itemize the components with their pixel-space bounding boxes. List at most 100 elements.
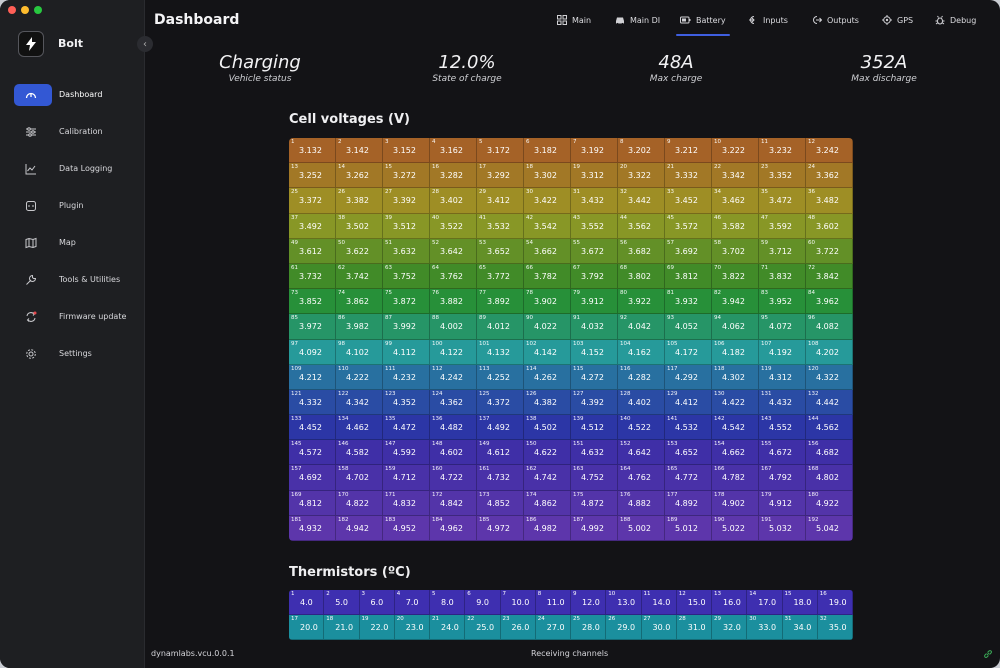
cell-voltage-cell: 50 3.622: [336, 238, 383, 264]
cell-voltage-value: 3.922: [628, 297, 651, 307]
cell-index: 81: [667, 290, 674, 297]
cell-voltage-cell: 160 4.722: [430, 465, 477, 491]
thermistor-value: 18.0: [793, 598, 812, 607]
cell-voltage-value: 4.732: [487, 473, 510, 483]
cell-voltage-cell: 131 4.432: [759, 389, 806, 416]
cell-index: 53: [479, 239, 486, 246]
cell-index: 114: [526, 365, 537, 372]
sidebar-item-map[interactable]: Map: [14, 232, 136, 254]
cell-voltage-value: 4.322: [816, 372, 839, 382]
cell-index: 162: [526, 466, 537, 473]
cell-voltage-cell: 180 4.922: [806, 490, 853, 516]
cell-voltage-cell: 169 4.812: [289, 490, 336, 516]
cell-voltage-cell: 60 3.722: [806, 238, 853, 264]
collapse-sidebar-button[interactable]: ‹: [137, 36, 153, 52]
cell-voltage-cell: 157 4.692: [289, 465, 336, 491]
sidebar-item-plugin[interactable]: Plugin: [14, 195, 136, 217]
cell-voltage-value: 3.392: [393, 196, 416, 206]
cell-voltage-cell: 45 3.572: [665, 213, 712, 239]
cell-index: 70: [714, 264, 721, 271]
cell-index: 29: [479, 189, 486, 196]
state-of-charge-stat: 12.0% State of charge: [407, 52, 527, 84]
sidebar-item-data-logging[interactable]: Data Logging: [14, 158, 136, 180]
cell-voltage-cell: 100 4.122: [430, 339, 477, 365]
sidebar-item-firmware-update[interactable]: Firmware update: [14, 306, 136, 328]
cell-voltage-value: 3.732: [299, 271, 322, 281]
cell-voltage-cell: 161 4.732: [477, 465, 524, 491]
cell-voltage-cell: 142 4.542: [712, 415, 759, 441]
cell-voltage-cell: 134 4.462: [336, 415, 383, 441]
cell-index: 129: [667, 390, 678, 397]
sidebar-item-settings[interactable]: Settings: [14, 343, 136, 365]
cell-index: 93: [667, 315, 674, 322]
cell-voltage-value: 3.452: [675, 196, 698, 206]
thermistor-value: 19.0: [828, 598, 847, 607]
cell-index: 64: [432, 264, 439, 271]
cell-voltage-cell: 106 4.182: [712, 339, 759, 365]
battery-icon: [680, 16, 691, 24]
cell-index: 188: [620, 516, 631, 523]
thermistor-value: 14.0: [652, 598, 671, 607]
sidebar-item-tools-utilities[interactable]: Tools & Utilities: [14, 269, 136, 291]
cell-index: 155: [761, 441, 772, 448]
cell-index: 186: [526, 516, 537, 523]
cell-voltage-value: 3.672: [581, 246, 604, 256]
cell-voltage-value: 3.322: [628, 171, 651, 181]
tab-debug[interactable]: Debug: [935, 12, 976, 28]
tab-gps[interactable]: GPS: [882, 12, 913, 28]
cell-voltage-value: 3.252: [299, 171, 322, 181]
sidebar-item-dashboard[interactable]: Dashboard: [14, 84, 102, 106]
cell-index: 185: [479, 516, 490, 523]
cell-voltage-value: 4.742: [534, 473, 557, 483]
cell-voltage-cell: 103 4.152: [571, 339, 618, 365]
cell-voltage-value: 3.622: [346, 246, 369, 256]
thermistor-cell: 21 24.0: [430, 615, 466, 640]
cell-voltage-cell: 7 3.192: [571, 138, 618, 164]
thermistor-cell: 12 15.0: [676, 590, 712, 615]
cell-voltage-value: 3.432: [581, 196, 604, 206]
zoom-window-button[interactable]: [34, 6, 42, 14]
sidebar-item-calibration[interactable]: Calibration: [14, 121, 136, 143]
thermistor-index: 14: [749, 591, 757, 597]
cell-voltages-title: Cell voltages (V): [289, 112, 410, 127]
close-window-button[interactable]: [8, 6, 16, 14]
cell-voltage-value: 3.882: [440, 297, 463, 307]
minimize-window-button[interactable]: [21, 6, 29, 14]
cell-voltage-cell: 24 3.362: [806, 163, 853, 189]
thermistor-index: 25: [573, 616, 580, 622]
cell-index: 92: [620, 315, 627, 322]
cell-voltage-cell: 114 4.262: [524, 364, 571, 390]
cell-voltage-cell: 9 3.212: [665, 138, 712, 164]
cell-index: 166: [714, 466, 725, 473]
tab-inputs[interactable]: Inputs: [748, 12, 788, 28]
stat-value: 12.0%: [438, 52, 496, 73]
cell-voltage-value: 3.412: [487, 196, 510, 206]
cell-index: 66: [526, 264, 533, 271]
tab-outputs[interactable]: Outputs: [812, 12, 859, 28]
cell-voltage-value: 3.502: [346, 221, 369, 231]
max-discharge-stat: 352A Max discharge: [824, 52, 944, 84]
cell-index: 19: [573, 164, 580, 171]
cell-voltage-cell: 183 4.952: [383, 515, 430, 541]
tab-main-di[interactable]: Main DI: [615, 12, 660, 28]
cell-voltage-cell: 17 3.292: [477, 163, 524, 189]
cell-index: 57: [667, 239, 674, 246]
cell-voltage-cell: 138 4.502: [524, 415, 571, 441]
thermistor-cell: 7 10.0: [500, 590, 536, 615]
cell-voltage-value: 4.982: [534, 523, 557, 533]
cell-voltage-cell: 23 3.352: [759, 163, 806, 189]
thermistor-value: 6.0: [370, 598, 384, 607]
cell-voltage-value: 3.142: [346, 146, 369, 155]
tab-main[interactable]: Main: [557, 12, 591, 28]
cell-voltage-cell: 185 4.972: [477, 515, 524, 541]
cell-voltage-cell: 83 3.952: [759, 289, 806, 315]
cell-voltage-value: 4.072: [769, 322, 792, 332]
tab-battery[interactable]: Battery: [676, 12, 730, 36]
cell-index: 109: [291, 365, 302, 372]
cell-voltage-value: 4.002: [440, 322, 463, 332]
cell-voltage-cell: 1 3.132: [289, 138, 336, 164]
cell-index: 148: [432, 441, 443, 448]
cell-index: 128: [620, 390, 631, 397]
cell-voltage-cell: 52 3.642: [430, 238, 477, 264]
